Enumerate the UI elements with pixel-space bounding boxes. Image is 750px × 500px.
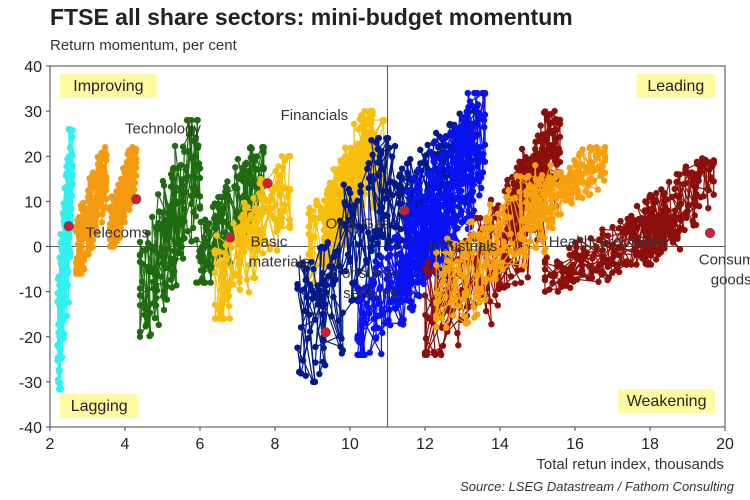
data-point [357, 182, 364, 189]
data-point [438, 194, 446, 202]
data-point [444, 166, 451, 173]
y-tick-label: 0 [33, 240, 42, 257]
data-point [367, 173, 375, 180]
data-point [285, 153, 292, 160]
data-point [313, 197, 320, 204]
data-point [430, 348, 438, 356]
series-trail [260, 152, 264, 178]
data-point [276, 172, 284, 179]
y-tick-label: -20 [19, 330, 42, 347]
data-point [367, 107, 375, 115]
series-trail [162, 181, 175, 252]
data-point [481, 124, 488, 131]
data-point [103, 156, 110, 164]
data-point [69, 180, 76, 187]
series-trail [411, 239, 414, 283]
data-point [353, 169, 360, 176]
y-tick-label: -30 [19, 375, 42, 392]
x-tick-label: 18 [641, 436, 659, 453]
data-point [294, 344, 301, 351]
series-trail [216, 235, 233, 248]
x-tick-label: 4 [121, 436, 130, 453]
series-technology [73, 144, 140, 277]
series-trail [190, 120, 199, 205]
series-trail [70, 183, 74, 221]
data-point [332, 248, 339, 256]
series-trail [205, 225, 210, 263]
x-tick-label: 8 [271, 436, 280, 453]
x-tick-label: 20 [716, 436, 734, 453]
data-point [366, 349, 373, 356]
x-tick-label: 16 [566, 436, 584, 453]
x-tick-label: 2 [46, 436, 55, 453]
series-trail [185, 120, 190, 168]
y-tick-label: 20 [24, 149, 42, 166]
data-point [466, 98, 474, 105]
data-point [324, 199, 331, 206]
series-telecoms [54, 125, 76, 393]
data-point [431, 202, 439, 210]
data-point [361, 319, 369, 327]
data-point [260, 149, 267, 157]
series-trail [172, 168, 176, 260]
series-trail [88, 223, 92, 247]
series-trail [229, 241, 234, 285]
data-point [467, 144, 474, 151]
series-trail [171, 177, 175, 263]
series-trail [192, 140, 201, 207]
data-point [310, 266, 317, 273]
data-point [431, 154, 438, 162]
x-tick-label: 6 [196, 436, 205, 453]
y-tick-label: -10 [19, 285, 42, 302]
data-point [87, 178, 95, 186]
data-point [424, 141, 431, 149]
x-axis-label: Total retun index, thousands [536, 456, 724, 473]
x-tick-label: 12 [416, 436, 434, 453]
data-point [131, 186, 138, 193]
x-tick-label: 10 [341, 436, 359, 453]
chart-title: FTSE all share sectors: mini-budget mome… [50, 4, 573, 30]
series-trail [192, 140, 201, 169]
x-tick-label: 14 [491, 436, 509, 453]
y-tick-label: 30 [24, 104, 42, 121]
data-point [469, 188, 477, 195]
data-point [384, 192, 392, 199]
data-point [337, 157, 344, 164]
data-point [142, 323, 149, 330]
series-trail [192, 189, 195, 212]
y-tick-label: 40 [24, 59, 42, 76]
series-trail [153, 194, 159, 248]
y-tick-label: 10 [24, 194, 42, 211]
data-point [396, 250, 404, 257]
data-point [295, 368, 303, 376]
chart-source: Source: LSEG Datastream / Fathom Consult… [460, 479, 734, 494]
data-point [321, 300, 328, 308]
series-trail [414, 211, 417, 235]
data-point [89, 236, 97, 243]
data-point [196, 165, 204, 172]
series-trail [162, 223, 172, 280]
series-trail [162, 237, 169, 264]
y-tick-label: -40 [19, 420, 42, 437]
series-trail [144, 266, 148, 315]
chart-subtitle: Return momentum, per cent [50, 37, 237, 54]
series-trail [133, 162, 137, 190]
series-trail [122, 169, 126, 214]
data-point [197, 267, 205, 274]
series-trail [153, 250, 156, 275]
series-trail [231, 167, 236, 230]
data-point [320, 337, 327, 344]
data-point [422, 335, 430, 342]
